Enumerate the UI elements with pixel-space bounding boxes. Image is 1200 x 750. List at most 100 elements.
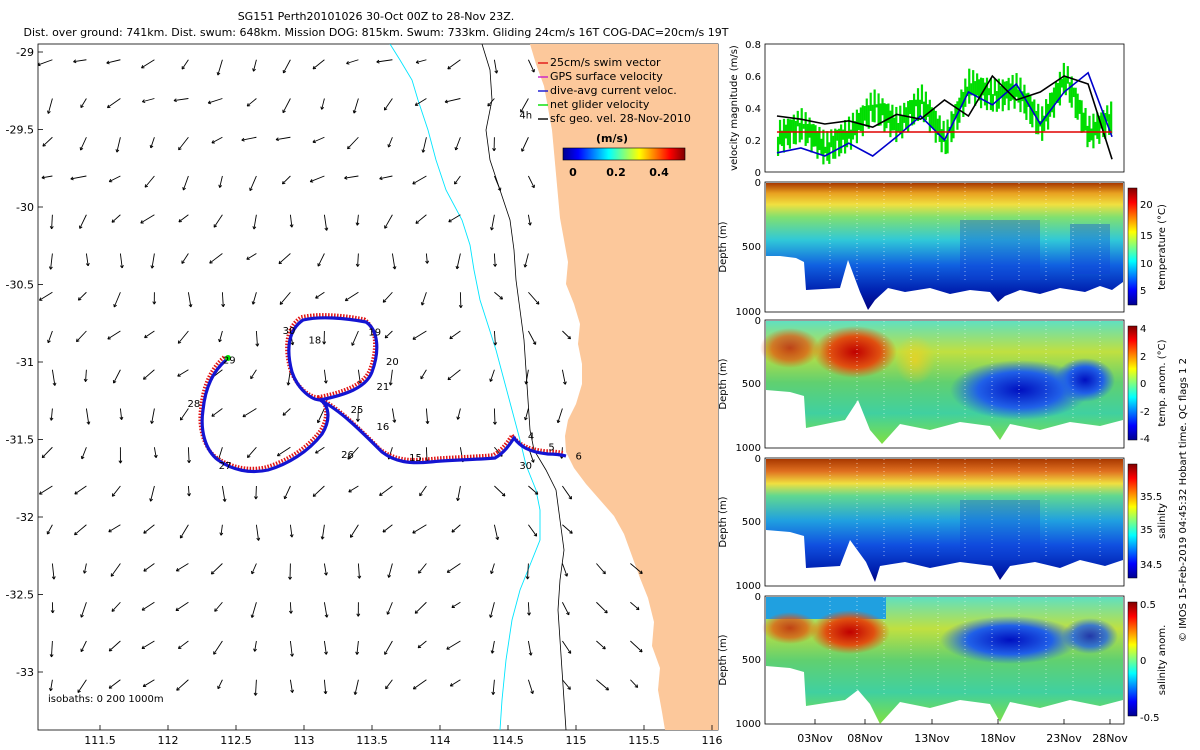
geo-arrow-shaft	[317, 253, 325, 267]
vmag-net-bar	[1048, 92, 1052, 117]
vmag-net-bar	[1092, 113, 1095, 149]
vmag-net-bar	[1088, 115, 1091, 142]
geo-arrow-shaft	[79, 214, 87, 229]
geo-arrow-head	[219, 532, 224, 536]
geo-arrow-head	[454, 146, 459, 151]
geo-arrow-shaft	[113, 369, 121, 384]
sal-ylabel: Depth (m)	[718, 496, 729, 547]
geo-arrow-shaft	[449, 330, 461, 339]
vmag-net-bar	[909, 100, 912, 115]
vmag-net-bar	[842, 129, 845, 140]
temp-cb-tick-1: 15	[1140, 231, 1153, 242]
vmag-net-bar	[962, 91, 965, 117]
geo-arrow-head	[143, 530, 147, 534]
vmag-net-bar	[1033, 99, 1036, 115]
vmag-net-bar	[1070, 76, 1073, 108]
vmag-net-bar	[869, 92, 872, 111]
geo-arrow-shaft	[415, 98, 427, 106]
geo-arrow-head	[324, 614, 329, 618]
vmag-ytick: 0.8	[745, 40, 761, 51]
vmag-net-bar	[1064, 77, 1067, 96]
vmag-net-bar	[976, 73, 979, 96]
geo-arrow-shaft	[382, 291, 393, 303]
geo-arrow-shaft	[187, 447, 190, 463]
geo-arrow-shaft	[348, 485, 359, 493]
vmag-net-bar	[979, 77, 983, 109]
vmag-net-bar	[790, 119, 793, 133]
geo-arrow-head	[323, 380, 328, 384]
day-label: 30	[519, 461, 532, 472]
geo-arrow-shaft	[219, 175, 223, 188]
sanom-ylabel: Depth (m)	[718, 634, 729, 685]
vmag-net-bar	[987, 88, 991, 96]
day-labels: 30 18 19 20 29 21 28 25 16 26 27 15 4 5 6 30 4h	[187, 111, 581, 472]
vmag-net-bar	[806, 123, 809, 144]
geo-arrow-head	[108, 178, 113, 183]
temp-cb-tick-3: 5	[1140, 286, 1146, 297]
geo-arrow-head	[182, 187, 186, 191]
geo-arrow-head	[451, 604, 455, 608]
vmag-net-bar	[905, 107, 908, 130]
tanom-cb-tick-2: 0	[1140, 379, 1146, 390]
geo-arrow-shaft	[561, 369, 566, 385]
geo-arrow-shaft	[451, 601, 461, 608]
vmag-net-bar	[1078, 99, 1081, 114]
geo-arrow-shaft	[178, 136, 189, 151]
geo-arrow-head	[290, 341, 295, 346]
time-tick-label: 03Nov	[797, 732, 833, 745]
geo-arrow-shaft	[487, 98, 495, 107]
vmag-net-bar	[851, 112, 855, 140]
geo-arrow-shaft	[455, 137, 461, 151]
vmag-net-bar	[816, 131, 819, 159]
geo-arrow-head	[118, 460, 123, 464]
sal-ytick-2: 1000	[736, 581, 761, 592]
geo-arrow-head	[150, 420, 154, 424]
geo-arrow-head	[355, 418, 360, 422]
vmag-net-bar	[1052, 87, 1056, 118]
geo-arrow-shaft	[412, 524, 427, 534]
vmag-net-bar	[993, 78, 996, 96]
geo-arrow-head	[175, 607, 179, 611]
geo-arrow-shaft	[379, 175, 393, 180]
geo-arrow-shaft	[391, 408, 396, 423]
geo-arrow-head	[324, 651, 328, 655]
geo-arrow-head	[351, 342, 355, 346]
geo-arrow-shaft	[80, 98, 87, 108]
vmag-net-bar	[885, 104, 888, 129]
vmag-net-bar	[1066, 66, 1069, 84]
geo-arrow-shaft	[255, 485, 257, 500]
vmag-net-bar	[893, 117, 896, 131]
day-label: 16	[377, 422, 390, 433]
geo-arrow-head	[491, 691, 496, 695]
geo-arrow-shaft	[493, 175, 501, 191]
geo-arrow-head	[251, 570, 255, 575]
geo-arrow-shaft	[494, 291, 503, 300]
vmag-net-bar	[940, 129, 943, 153]
geo-arrow-head	[456, 416, 461, 420]
geo-arrow-head	[568, 496, 572, 500]
vmag-net-bar	[1090, 128, 1093, 141]
vmag-net-bar	[960, 89, 963, 107]
geo-arrow-shaft	[323, 214, 328, 231]
legend-label: dive-avg current veloc.	[550, 84, 677, 97]
geo-arrow-head	[602, 645, 606, 650]
vmag-net-bar	[914, 99, 918, 107]
geo-arrow-head	[80, 648, 84, 653]
geo-arrow-head	[144, 184, 149, 188]
day-label: 4	[528, 432, 534, 443]
geo-arrow-head	[489, 378, 493, 382]
geo-arrow-shaft	[527, 214, 531, 226]
geo-arrow-shaft	[217, 447, 223, 461]
day-label: 25	[351, 405, 364, 416]
land-mass	[530, 44, 718, 730]
geo-arrow-shaft	[255, 679, 257, 696]
geo-arrow-shaft	[282, 98, 291, 113]
vmag-net-bar	[879, 103, 882, 126]
geo-arrow-shaft	[39, 485, 53, 495]
geo-arrow-shaft	[51, 369, 56, 386]
geo-arrow-head	[47, 110, 51, 114]
vmag-net-bar	[966, 86, 969, 96]
geo-arrow-head	[379, 176, 383, 181]
geo-arrow-head	[392, 266, 397, 270]
